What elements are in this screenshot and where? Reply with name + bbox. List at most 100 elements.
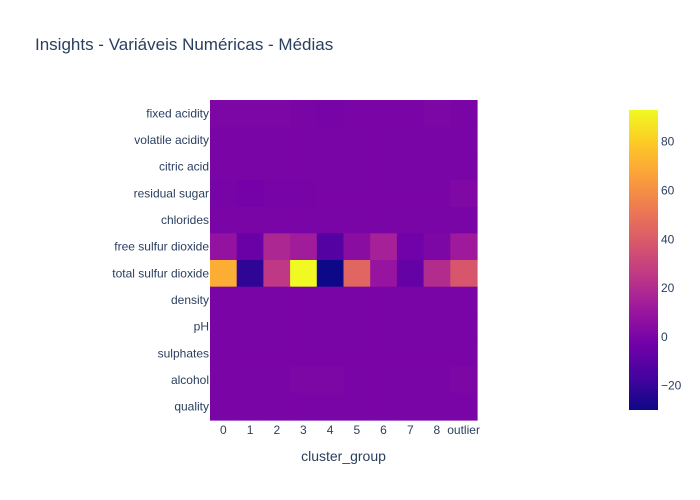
heatmap-cell	[370, 206, 398, 234]
heatmap-cell	[423, 180, 451, 208]
heatmap-cell	[263, 233, 291, 261]
heatmap-cell	[290, 286, 318, 314]
heatmap-cell	[316, 153, 345, 181]
heatmap-cell	[423, 153, 451, 181]
heatmap-cell	[290, 393, 318, 421]
heatmap-cell	[290, 340, 318, 368]
x-tick-label: outlier	[447, 423, 480, 437]
heatmap-cell	[396, 260, 425, 288]
heatmap-cell	[423, 233, 451, 261]
colorbar-tick-label: 40	[661, 232, 675, 246]
heatmap-cell	[236, 286, 264, 314]
heatmap-cells	[210, 100, 478, 421]
heatmap-cell	[370, 286, 398, 314]
heatmap-cell	[396, 313, 425, 341]
heatmap-cell	[423, 206, 451, 234]
heatmap-cell	[343, 340, 371, 368]
heatmap-cell	[316, 180, 345, 208]
y-tick-label: residual sugar	[134, 186, 209, 200]
colorbar	[629, 110, 658, 410]
y-axis-ticks: fixed acidity volatile acidity citric acid…	[112, 106, 209, 413]
heatmap-cell	[450, 340, 478, 368]
heatmap-cell	[423, 100, 451, 128]
heatmap-cell	[210, 313, 238, 341]
heatmap-cell	[343, 313, 371, 341]
heatmap-cell	[263, 206, 291, 234]
heatmap-cell	[343, 260, 371, 288]
colorbar-tick-label: −20	[661, 379, 682, 393]
heatmap-cell	[236, 126, 264, 154]
y-tick-label: alcohol	[171, 373, 209, 387]
heatmap-cell	[210, 260, 238, 288]
heatmap-cell	[396, 233, 425, 261]
heatmap-cell	[396, 180, 425, 208]
heatmap-cell	[316, 233, 345, 261]
x-tick-label: 1	[247, 423, 254, 437]
heatmap-cell	[396, 206, 425, 234]
heatmap-cell	[450, 233, 478, 261]
colorbar-tick-label: 20	[661, 281, 675, 295]
heatmap-cell	[343, 393, 371, 421]
heatmap-cell	[236, 153, 264, 181]
heatmap-cell	[396, 393, 425, 421]
y-tick-label: volatile acidity	[134, 133, 209, 147]
heatmap-cell	[263, 153, 291, 181]
heatmap-cell	[396, 126, 425, 154]
heatmap-cell	[343, 180, 371, 208]
heatmap-cell	[396, 286, 425, 314]
colorbar-ticks: −20 0 20 40 60 80	[661, 135, 682, 393]
heatmap-cell	[236, 340, 264, 368]
heatmap-cell	[210, 126, 238, 154]
heatmap-cell	[343, 206, 371, 234]
heatmap-cell	[423, 286, 451, 314]
heatmap-cell	[423, 393, 451, 421]
x-axis-title: cluster_group	[301, 448, 386, 464]
heatmap-cell	[450, 286, 478, 314]
heatmap-cell	[236, 206, 264, 234]
heatmap-cell	[263, 313, 291, 341]
x-tick-label: 0	[220, 423, 227, 437]
heatmap-cell	[236, 260, 264, 288]
x-tick-label: 4	[327, 423, 334, 437]
x-axis-ticks: 0 1 2 3 4 5 6 7 8 outlier	[220, 423, 480, 437]
heatmap-cell	[236, 233, 264, 261]
heatmap-cell	[450, 180, 478, 208]
x-tick-label: 7	[407, 423, 414, 437]
heatmap-cell	[370, 260, 398, 288]
heatmap-cell	[263, 100, 291, 128]
heatmap-cell	[423, 126, 451, 154]
heatmap-cell	[343, 286, 371, 314]
heatmap-cell	[343, 366, 371, 394]
heatmap-cell	[343, 126, 371, 154]
y-tick-label: citric acid	[159, 160, 209, 174]
heatmap-cell	[263, 340, 291, 368]
heatmap-cell	[423, 340, 451, 368]
heatmap-cell	[210, 153, 238, 181]
heatmap-cell	[263, 286, 291, 314]
heatmap-cell	[290, 366, 318, 394]
heatmap-cell	[370, 340, 398, 368]
heatmap-cell	[423, 366, 451, 394]
heatmap-cell	[450, 260, 478, 288]
heatmap-cell	[290, 206, 318, 234]
y-tick-label: quality	[174, 400, 209, 414]
heatmap-cell	[210, 180, 238, 208]
heatmap-cell	[370, 100, 398, 128]
chart-title: Insights - Variáveis Numéricas - Médias	[35, 35, 333, 54]
heatmap-cell	[450, 206, 478, 234]
heatmap-cell	[343, 100, 371, 128]
heatmap-cell	[396, 100, 425, 128]
heatmap-cell	[396, 340, 425, 368]
heatmap-cell	[210, 100, 238, 128]
heatmap-cell	[343, 153, 371, 181]
y-tick-label: sulphates	[158, 346, 209, 360]
heatmap-cell	[263, 180, 291, 208]
heatmap-cell	[236, 100, 264, 128]
heatmap-cell	[290, 153, 318, 181]
heatmap-cell	[316, 393, 345, 421]
heatmap-cell	[370, 180, 398, 208]
heatmap-cell	[290, 180, 318, 208]
heatmap-cell	[370, 126, 398, 154]
x-tick-label: 3	[300, 423, 307, 437]
heatmap-cell	[236, 393, 264, 421]
